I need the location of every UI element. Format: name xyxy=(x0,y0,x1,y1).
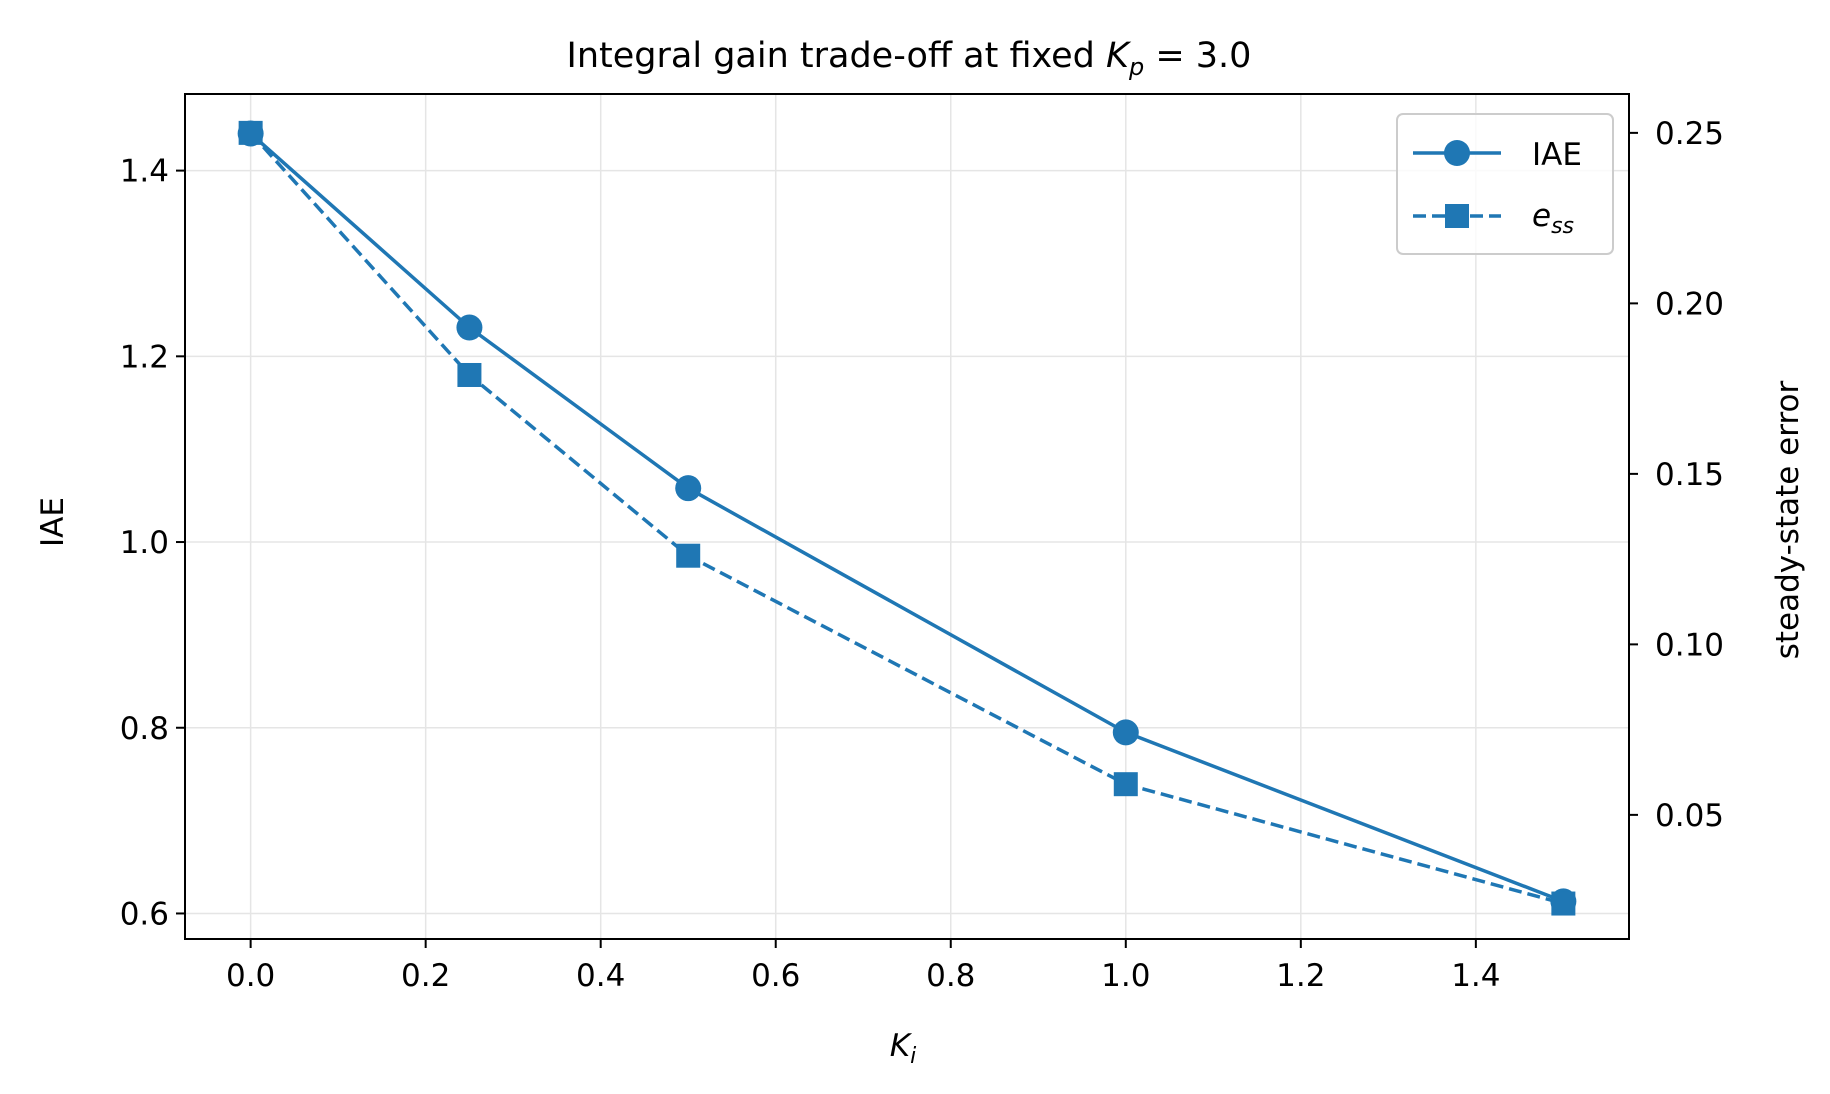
x-tick-label: 0.8 xyxy=(926,958,975,994)
x-tick-label: 1.2 xyxy=(1276,958,1325,994)
legend: IAE ess xyxy=(1396,113,1614,255)
x-axis-ticks: 0.0 0.2 0.4 0.6 0.8 1.0 1.2 1.4 xyxy=(226,939,1501,994)
chart-title-var: K xyxy=(1106,36,1132,76)
legend-box xyxy=(1396,113,1614,255)
x-tick-label: 1.0 xyxy=(1101,958,1150,994)
data-point-ess xyxy=(676,543,701,568)
legend-iae-label: IAE xyxy=(1532,137,1582,173)
legend-ess-label-var: e xyxy=(1532,198,1551,234)
x-tick-label: 0.2 xyxy=(401,958,450,994)
x-tick-label: 1.4 xyxy=(1451,958,1500,994)
data-point-ess xyxy=(1551,891,1576,916)
data-markers xyxy=(237,120,1577,916)
y-right-axis-ticks: 0.05 0.10 0.15 0.20 0.25 xyxy=(1629,116,1724,834)
x-axis-label-sub: i xyxy=(910,1044,916,1069)
y-left-tick-label: 0.8 xyxy=(120,711,169,747)
y-left-tick-label: 1.2 xyxy=(120,339,169,375)
x-axis-label-var: K xyxy=(890,1028,913,1064)
chart-title-prefix: Integral gain trade-off at fixed xyxy=(567,36,1106,76)
y-left-axis-label: IAE xyxy=(35,497,71,547)
y-right-tick-label: 0.25 xyxy=(1655,116,1724,152)
y-left-axis-ticks: 0.6 0.8 1.0 1.2 1.4 xyxy=(120,154,185,932)
y-left-tick-label: 1.0 xyxy=(120,525,169,561)
y-right-tick-label: 0.15 xyxy=(1655,457,1724,493)
plot-frame xyxy=(184,93,1630,940)
chart-title-suffix: = 3.0 xyxy=(1144,36,1251,76)
legend-ess-marker xyxy=(1445,204,1469,228)
legend-ess-label: ess xyxy=(1532,198,1574,239)
data-point-ess xyxy=(457,362,482,387)
y-right-tick-label: 0.05 xyxy=(1655,798,1724,834)
data-point-iae xyxy=(456,314,483,341)
x-axis-label: Ki xyxy=(890,1028,916,1069)
y-left-tick-label: 1.4 xyxy=(120,154,169,190)
x-tick-label: 0.6 xyxy=(751,958,800,994)
data-point-iae xyxy=(1112,719,1139,746)
data-point-iae xyxy=(675,475,702,502)
y-right-axis-label: steady-state error xyxy=(1770,381,1806,660)
x-tick-label: 0.4 xyxy=(576,958,625,994)
chart-title: Integral gain trade-off at fixed Kp = 3.… xyxy=(567,36,1252,81)
y-right-tick-label: 0.10 xyxy=(1655,627,1724,663)
data-point-ess xyxy=(1113,772,1138,797)
chart-title-var-sub: p xyxy=(1128,53,1144,81)
data-point-ess xyxy=(238,120,263,145)
y-right-tick-label: 0.20 xyxy=(1655,286,1724,322)
legend-ess-label-sub: ss xyxy=(1551,214,1574,239)
x-tick-label: 0.0 xyxy=(226,958,275,994)
legend-iae-marker xyxy=(1444,140,1470,166)
y-left-tick-label: 0.6 xyxy=(120,896,169,932)
